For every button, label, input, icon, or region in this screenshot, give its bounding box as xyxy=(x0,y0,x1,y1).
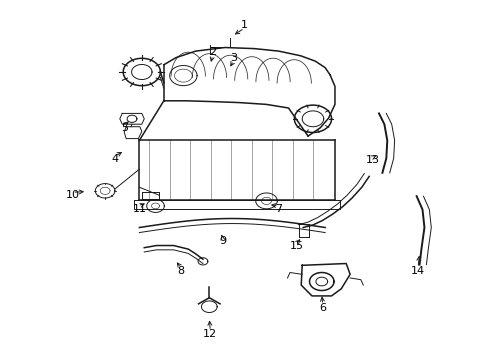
Text: 7: 7 xyxy=(275,204,282,214)
Text: 3: 3 xyxy=(230,53,237,63)
Text: 1: 1 xyxy=(241,20,247,30)
Text: 8: 8 xyxy=(177,266,184,276)
Text: 15: 15 xyxy=(290,240,304,251)
Text: 9: 9 xyxy=(219,236,225,246)
Text: 2: 2 xyxy=(209,47,216,57)
Text: 5: 5 xyxy=(121,123,128,133)
Text: 4: 4 xyxy=(111,154,118,164)
Text: 10: 10 xyxy=(65,190,79,200)
Text: 13: 13 xyxy=(365,155,379,165)
Text: 12: 12 xyxy=(203,329,217,339)
Text: 6: 6 xyxy=(319,303,325,313)
Text: 11: 11 xyxy=(132,204,146,214)
Text: 14: 14 xyxy=(410,266,424,276)
